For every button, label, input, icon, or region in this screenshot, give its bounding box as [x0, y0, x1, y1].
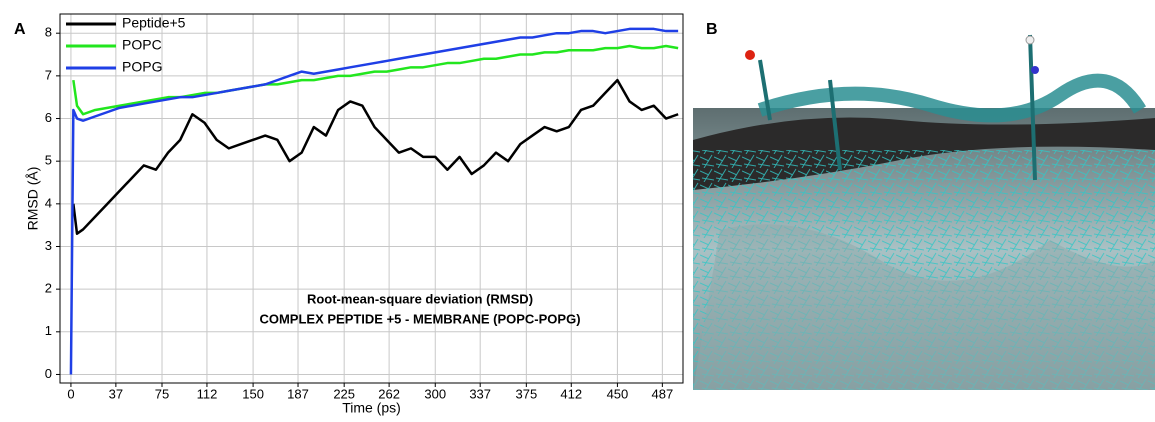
x-tick-label: 75 — [155, 386, 169, 401]
annotation: COMPLEX PEPTIDE +5 - MEMBRANE (POPC-POPG… — [259, 311, 580, 326]
x-tick-label: 337 — [469, 386, 491, 401]
y-tick-label: 3 — [45, 238, 52, 253]
x-axis-label: Time (ps) — [342, 400, 401, 416]
series-line — [72, 78, 679, 235]
y-axis-label: RMSD (Å) — [25, 167, 41, 231]
x-tick-label: 487 — [652, 386, 674, 401]
series-line — [69, 27, 679, 375]
x-tick-label: 37 — [109, 386, 123, 401]
atom — [745, 50, 755, 60]
atom — [1025, 35, 1035, 45]
side-chains — [758, 34, 1037, 181]
x-tick-label: 262 — [378, 386, 400, 401]
y-tick-label: 8 — [45, 25, 52, 40]
y-tick-label: 0 — [45, 366, 52, 381]
cavity — [693, 224, 1155, 390]
y-tick-label: 6 — [45, 110, 52, 125]
y-tick-label: 5 — [45, 153, 52, 168]
x-tick-label: 150 — [242, 386, 264, 401]
series-line — [72, 44, 679, 116]
y-tick-label: 4 — [45, 195, 52, 210]
y-tick-label: 7 — [45, 67, 52, 82]
x-tick-label: 375 — [515, 386, 537, 401]
x-tick-label: 412 — [560, 386, 582, 401]
plot-frame — [59, 13, 684, 384]
atom — [1031, 66, 1039, 74]
peptide-helix — [757, 73, 1147, 123]
y-tick-label: 1 — [45, 323, 52, 338]
x-tick-label: 112 — [197, 386, 218, 401]
y-tick-label: 2 — [45, 281, 52, 296]
legend-label: POPG — [122, 59, 162, 75]
x-tick-label: 187 — [287, 386, 309, 401]
annotation: Root-mean-square deviation (RMSD) — [307, 291, 533, 306]
panel-label: B — [706, 21, 718, 38]
molecular-render — [693, 34, 1155, 390]
x-tick-label: 225 — [333, 386, 355, 401]
x-tick-label: 300 — [424, 386, 446, 401]
legend-label: POPC — [122, 37, 162, 53]
x-tick-label: 0 — [67, 386, 74, 401]
legend-label: Peptide+5 — [122, 15, 186, 31]
x-tick-label: 450 — [607, 386, 629, 401]
panel-label: A — [14, 21, 26, 38]
